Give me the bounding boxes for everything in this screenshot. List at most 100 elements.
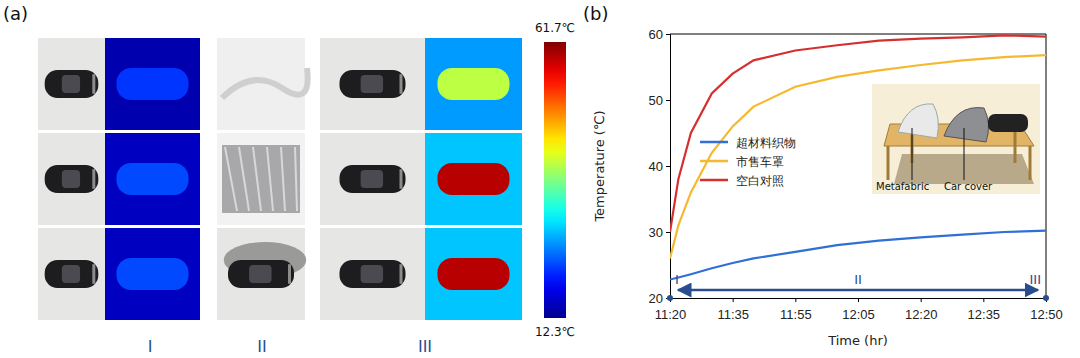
series-line [670, 35, 1046, 232]
car-window [361, 75, 383, 93]
cover-crease [253, 147, 261, 211]
y-tick: 20 [649, 291, 670, 306]
thermal-car [117, 258, 189, 290]
inset-car-cover [944, 108, 989, 142]
x-tick: 12:50 [1030, 298, 1063, 322]
legend-swatch [700, 141, 728, 144]
stage-label: I [675, 272, 679, 287]
x-tick-label: 12:20 [905, 307, 938, 322]
table-leg [887, 146, 890, 180]
x-tick-label: 11:20 [655, 307, 687, 322]
inset-arrow [964, 128, 965, 180]
car-light [92, 264, 95, 284]
car-light [92, 74, 95, 94]
panel-label: (b) [583, 3, 608, 24]
legend-label: 市售车罩 [736, 155, 784, 169]
car-light [92, 169, 95, 189]
car-photo [45, 165, 99, 193]
thermal-car [117, 68, 189, 100]
car-window [361, 170, 383, 188]
x-tick: 12:20 [905, 298, 938, 322]
car-window [62, 265, 80, 283]
stage-dot [667, 295, 673, 301]
y-tick-mark [666, 166, 670, 167]
inset-metafabric [898, 104, 938, 138]
legend: 超材料织物市售车罩空白对照 [700, 136, 796, 188]
cover-crease [239, 147, 249, 211]
x-axis-line [671, 299, 1047, 303]
panel-label: (a) [3, 3, 28, 24]
x-tick-mark [733, 298, 734, 302]
car-light [400, 264, 403, 284]
thermal-car [438, 68, 510, 100]
photo-bg [320, 38, 425, 130]
panel-a: (a)61.7℃12.3℃IIIIII [3, 3, 575, 356]
stage-label: III [1029, 272, 1041, 287]
panel-b: (b) 11:20 11:35 11:55 12:05 12:20 12:35 12:50 20… [583, 3, 1063, 348]
thermal-background [425, 133, 522, 225]
y-tick-label: 50 [649, 93, 663, 108]
x-tick: 12:35 [968, 298, 1001, 322]
x-tick: 11:35 [717, 298, 749, 322]
inset: Metafabric Car cover [872, 84, 1040, 194]
car-window [249, 265, 271, 283]
colorbar-label: 61.7℃ [535, 21, 575, 35]
x-tick-mark [795, 298, 796, 302]
car-photo [340, 70, 406, 98]
photo-bg [38, 228, 105, 320]
thermal-background [105, 133, 200, 225]
cover-crease [267, 147, 273, 211]
inset-label: Car cover [944, 181, 993, 192]
x-tick-mark [858, 298, 859, 302]
car-window [62, 170, 80, 188]
stage-dot [1043, 295, 1049, 301]
car-photo [340, 260, 406, 288]
x-tick-mark [983, 298, 984, 302]
car-photo [340, 165, 406, 193]
x-tick-label: 12:05 [842, 307, 875, 322]
y-tick: 30 [649, 225, 670, 240]
colorbar-label: 12.3℃ [535, 325, 575, 339]
series-line [670, 55, 1046, 258]
y-axis-line [666, 35, 671, 299]
y-tick-label: 20 [649, 291, 663, 306]
cover-crease [281, 147, 285, 211]
thermal-background [105, 38, 200, 130]
y-tick-mark [666, 232, 670, 233]
x-tick-mark [921, 298, 922, 302]
y-tick-label: 30 [649, 225, 663, 240]
column-label: I [148, 337, 153, 356]
cover-crease [295, 147, 297, 211]
y-tick-label: 40 [649, 159, 663, 174]
legend-swatch [700, 179, 728, 182]
car-window [361, 265, 383, 283]
inset-car [988, 114, 1028, 132]
thermal-background [425, 38, 522, 130]
photo-bg [320, 133, 425, 225]
y-tick: 60 [649, 27, 670, 42]
car-light [288, 264, 291, 284]
car-cover [222, 145, 300, 213]
x-tick-label: 11:55 [780, 307, 812, 322]
y-tick-mark [666, 100, 670, 101]
car-photo [228, 260, 294, 288]
x-tick-label: 12:50 [1030, 307, 1063, 322]
inset-label: Metafabric [876, 181, 929, 192]
photo-bg [320, 228, 425, 320]
table-leg [1014, 129, 1017, 163]
plot-lines [670, 35, 1046, 279]
y-axis-title: Temperature (℃) [592, 110, 607, 222]
cloth-fold [222, 68, 308, 98]
legend-label: 空白对照 [736, 174, 784, 188]
x-tick-label: 12:35 [968, 307, 1001, 322]
thermal-background [105, 228, 200, 320]
colorbar [544, 42, 566, 318]
inset-bg [872, 84, 1040, 194]
car-photo [45, 70, 99, 98]
stage-arrow [678, 289, 1038, 292]
x-tick: 12:05 [842, 298, 875, 322]
legend-label: 超材料织物 [736, 136, 796, 150]
plot-frame [670, 34, 1046, 298]
thermal-background [425, 228, 522, 320]
y-tick-label: 60 [649, 27, 663, 42]
